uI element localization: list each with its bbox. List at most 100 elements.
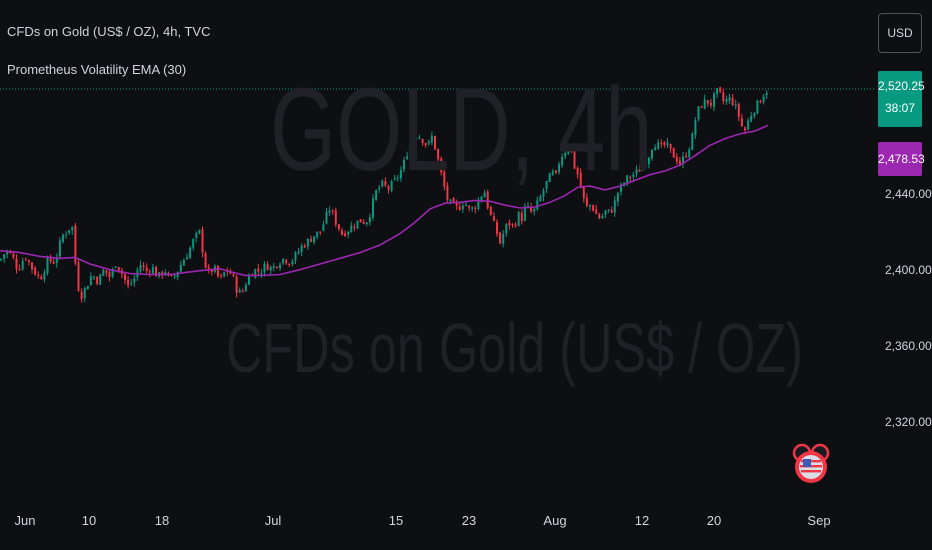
candle-body [288,263,291,266]
candle-body [71,226,74,231]
candle-body [297,251,300,254]
candle-body [145,267,148,272]
candle-body [527,205,529,207]
candle-body [533,208,536,212]
candle-body [257,268,260,272]
candle-body [427,141,430,144]
candle-body [579,172,582,188]
candle-body [517,212,520,226]
candle-body [530,206,533,212]
candle-body [387,186,390,190]
flag-badge-icon[interactable] [792,441,830,487]
time-axis-label: 10 [81,513,97,528]
candle-body [616,192,619,202]
candle-body [40,276,43,280]
legend-indicator[interactable]: Prometheus Volatility EMA (30) [7,62,187,77]
candle-body [378,187,381,190]
candle-body [685,155,688,158]
candle-body [545,181,548,190]
candle-body [502,233,505,244]
candle-body [523,206,526,221]
candle-body [350,225,353,233]
candle-body [263,263,266,273]
candle-body [15,258,18,269]
candle-body [27,260,30,262]
candle-body [638,169,641,172]
candle-body [585,197,588,206]
candle-body [83,287,86,299]
candle-body [58,240,61,257]
candle-body [688,149,691,157]
candle-body [210,269,213,273]
candle-body [421,138,424,144]
candle-body [220,275,223,277]
candle-body [722,92,725,102]
candle-body [124,274,126,280]
candle-body [458,206,461,211]
candle-body [99,274,102,285]
candle-body [691,133,694,150]
price-axis-label: 2,360.00 [885,339,932,353]
candle-body [539,196,542,202]
candle-body [604,210,607,215]
candle-body [694,119,697,135]
candle-body [728,97,731,101]
time-axis-label: 18 [154,513,170,528]
candle-body [620,184,622,192]
candle-body [186,257,188,260]
candle-body [570,151,573,153]
candle-body [272,265,275,268]
candle-body [558,164,560,173]
candle-body [34,268,37,275]
candle-body [344,233,347,236]
candle-body [499,232,502,244]
candle-body [765,93,768,96]
candle-body [675,156,678,162]
candle-body [341,230,343,235]
candle-body [89,276,92,286]
candle-body [582,187,585,199]
candle-body [455,202,458,206]
candle-body [105,270,108,273]
last-price-tag: 2,520.25 38:07 [878,71,925,127]
candle-body [18,269,21,271]
candle-body [43,272,46,280]
candle-body [303,245,306,248]
candle-body [241,290,244,292]
candle-body [657,142,660,149]
candle-body [310,239,312,242]
candle-body [127,279,130,286]
candle-body [102,270,105,276]
candle-body [548,173,551,183]
candle-body [396,177,399,179]
legend-symbol[interactable]: CFDs on Gold (US$ / OZ), 4h, TVC [7,24,211,39]
candle-body [139,265,142,272]
time-axis-label: 20 [706,513,722,528]
candle-body [306,238,309,247]
candle-body [207,267,210,271]
candle-body [424,143,427,145]
candle-body [678,160,681,165]
currency-button[interactable]: USD [878,13,922,53]
candle-body [12,253,15,258]
candle-body [607,209,610,211]
candle-body [325,212,328,224]
candle-body [232,274,235,276]
candle-body [266,264,269,271]
candle-body [629,176,632,178]
candle-body [93,276,95,278]
candle-body [415,137,418,140]
candle-body [663,142,666,146]
candle-body [542,190,545,197]
candle-body [62,234,64,242]
candle-body [151,267,154,274]
candle-body [155,267,157,277]
candle-body [725,99,728,102]
candle-body [6,250,9,255]
candle-body [347,231,350,235]
candle-body [409,141,412,157]
ema-price-tag: 2,478.53 [878,142,925,176]
time-axis-label: Jul [264,513,282,528]
candle-body [204,253,207,268]
